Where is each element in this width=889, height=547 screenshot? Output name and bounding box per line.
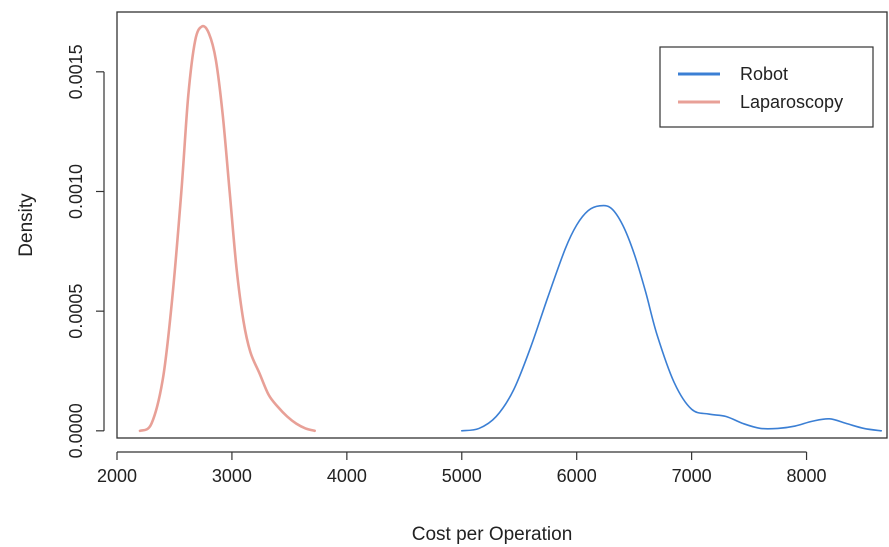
legend-box (659, 46, 874, 128)
series-line-laparoscopy (138, 24, 316, 433)
y-tick-label-2: 0.0010 (66, 164, 86, 219)
x-tick-label-3000: 3000 (212, 466, 252, 486)
series-line-robot (460, 204, 883, 432)
series-layer (138, 24, 883, 433)
axes-layer: 2000 3000 4000 5000 6000 7000 8000 0.0000 0.0005… (16, 11, 888, 545)
x-tick-label-5000: 5000 (442, 466, 482, 486)
x-axis-title: Cost per Operation (412, 524, 573, 545)
y-tick-label-0: 0.0000 (66, 403, 86, 458)
y-tick-label-1: 0.0005 (66, 284, 86, 339)
x-tick-label-7000: 7000 (672, 466, 712, 486)
legend-label-laparoscopy: Laparoscopy (740, 92, 843, 112)
legend: Robot Laparoscopy (659, 46, 874, 128)
legend-label-robot: Robot (740, 64, 788, 84)
y-axis-title: Density (16, 193, 37, 257)
x-tick-label-6000: 6000 (557, 466, 597, 486)
x-tick-label-2000: 2000 (97, 466, 137, 486)
x-tick-label-8000: 8000 (787, 466, 827, 486)
y-tick-label-3: 0.0015 (66, 44, 86, 99)
x-tick-label-4000: 4000 (327, 466, 367, 486)
plot-frame (116, 11, 888, 439)
